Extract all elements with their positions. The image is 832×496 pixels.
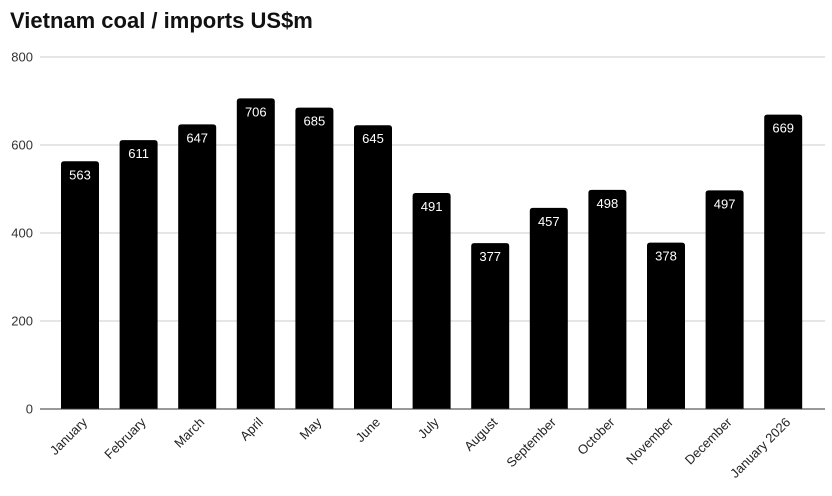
bar-5 bbox=[354, 125, 392, 409]
bar-2 bbox=[178, 124, 217, 409]
data-label: 685 bbox=[304, 114, 326, 129]
x-tick-label: May bbox=[297, 414, 325, 442]
data-label: 498 bbox=[597, 196, 619, 211]
x-tick-label: September bbox=[503, 414, 559, 470]
x-tick-label: August bbox=[461, 414, 500, 453]
bar-9 bbox=[588, 189, 627, 409]
x-tick-label: October bbox=[574, 414, 618, 458]
y-tick-label: 800 bbox=[11, 50, 33, 65]
x-tick-label: December bbox=[682, 414, 735, 467]
x-tick-label: April bbox=[237, 414, 266, 443]
data-label: 377 bbox=[479, 249, 501, 264]
x-tick-label: June bbox=[353, 415, 384, 446]
bar-1 bbox=[119, 140, 158, 409]
x-tick-label: February bbox=[101, 414, 149, 462]
bar-12 bbox=[764, 114, 803, 409]
data-label: 497 bbox=[714, 196, 736, 211]
bar-6 bbox=[412, 192, 451, 409]
bar-0 bbox=[61, 161, 99, 409]
x-tick-label: January bbox=[47, 414, 91, 458]
y-tick-label: 600 bbox=[11, 138, 33, 153]
data-label: 645 bbox=[362, 131, 384, 146]
data-label: 563 bbox=[69, 167, 91, 182]
bar-11 bbox=[705, 190, 744, 409]
y-tick-label: 0 bbox=[26, 402, 33, 417]
data-label: 378 bbox=[655, 249, 677, 264]
x-tick-label: July bbox=[415, 414, 442, 441]
bar-3 bbox=[236, 98, 275, 410]
data-label: 669 bbox=[772, 121, 794, 136]
data-label: 611 bbox=[128, 146, 149, 161]
bar-10 bbox=[647, 242, 685, 409]
x-tick-label: January 2026 bbox=[727, 415, 793, 481]
chart-title: Vietnam coal / imports US$m bbox=[10, 8, 313, 33]
bar-4 bbox=[295, 107, 334, 409]
y-tick-label: 200 bbox=[11, 314, 33, 329]
y-tick-label: 400 bbox=[11, 226, 33, 241]
x-tick-label: March bbox=[171, 415, 207, 451]
bar-8 bbox=[529, 207, 568, 409]
data-label: 647 bbox=[186, 130, 208, 145]
data-label: 491 bbox=[421, 199, 443, 214]
data-label: 457 bbox=[538, 214, 560, 229]
x-tick-label: November bbox=[623, 414, 676, 467]
bar-7 bbox=[471, 243, 510, 409]
data-label: 706 bbox=[245, 104, 267, 119]
